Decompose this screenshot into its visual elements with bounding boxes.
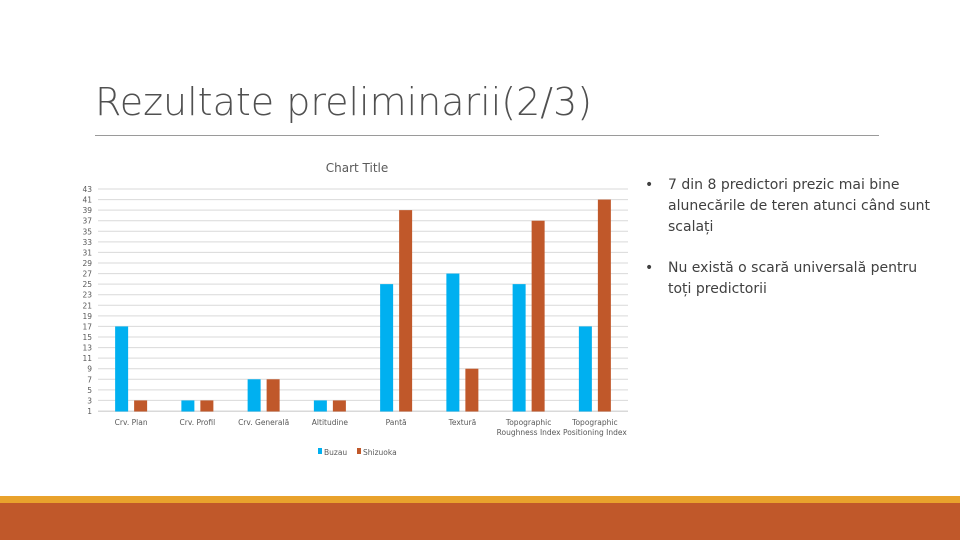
y-tick-label: 39 — [82, 206, 92, 215]
legend-swatch — [318, 448, 322, 454]
bar-buzau — [446, 273, 460, 412]
x-axis-ticks: Crv. Plan Crv. Profil Crv. Generală Altitud… — [115, 418, 628, 437]
y-tick-label: 25 — [82, 280, 92, 289]
x-tick-label: Textură — [448, 418, 477, 427]
bar-shizuoka — [465, 368, 479, 412]
gridlines — [98, 188, 628, 412]
bar-shizuoka — [266, 379, 280, 412]
legend-swatch — [357, 448, 361, 454]
y-tick-label: 3 — [87, 396, 92, 405]
bar-shizuoka — [332, 400, 346, 412]
bar-shizuoka — [399, 210, 413, 412]
footer-stripe-gold — [0, 496, 960, 503]
x-tick-label: Topographic — [505, 418, 551, 427]
legend-label: Buzau — [324, 448, 347, 457]
y-tick-label: 37 — [82, 217, 92, 226]
slide-title: Rezultate preliminarii(2/3) — [95, 80, 593, 124]
y-tick-label: 31 — [82, 248, 92, 257]
bullet-list: 7 din 8 predictori prezic mai bine alune… — [645, 175, 935, 320]
y-tick-label: 27 — [82, 270, 92, 279]
y-tick-label: 13 — [82, 344, 92, 353]
x-tick-label: Pantă — [386, 418, 407, 427]
y-tick-label: 15 — [82, 333, 92, 342]
chart-title: Chart Title — [326, 161, 389, 175]
legend-label: Shizuoka — [363, 448, 397, 457]
y-tick-label: 1 — [87, 407, 92, 416]
bar-buzau — [181, 400, 195, 412]
x-tick-label: Altitudine — [312, 418, 349, 427]
bar-buzau — [115, 326, 129, 412]
y-tick-label: 29 — [82, 259, 92, 268]
bar-buzau — [512, 284, 526, 412]
y-tick-label: 11 — [82, 354, 92, 363]
bar-buzau — [313, 400, 327, 412]
x-tick-label: Crv. Plan — [115, 418, 148, 427]
x-tick-label: Crv. Profil — [180, 418, 216, 427]
bar-shizuoka — [200, 400, 214, 412]
x-tick-label: Topographic — [571, 418, 617, 427]
bar-buzau — [380, 284, 394, 412]
y-tick-label: 7 — [87, 375, 92, 384]
x-tick-label: Crv. Generală — [238, 418, 289, 427]
y-tick-label: 41 — [82, 196, 92, 205]
bullet-item: Nu există o scară universală pentru toți… — [645, 258, 935, 300]
bar-buzau — [247, 379, 261, 412]
y-tick-label: 19 — [82, 312, 92, 321]
x-tick-label: Roughness Index — [497, 428, 562, 437]
bar-shizuoka — [597, 199, 611, 412]
y-tick-label: 17 — [82, 322, 92, 331]
bars — [115, 199, 611, 412]
y-tick-label: 35 — [82, 227, 92, 236]
y-tick-label: 33 — [82, 238, 92, 247]
bar-shizuoka — [531, 220, 545, 412]
title-divider — [95, 135, 879, 136]
bar-buzau — [578, 326, 592, 412]
footer-band — [0, 503, 960, 540]
y-tick-label: 9 — [87, 365, 92, 374]
bullet-item: 7 din 8 predictori prezic mai bine alune… — [645, 175, 935, 238]
y-tick-label: 5 — [87, 386, 92, 395]
bar-shizuoka — [134, 400, 148, 412]
y-tick-label: 23 — [82, 291, 92, 300]
legend: Buzau Shizuoka — [318, 448, 397, 457]
x-tick-label: Positioning Index — [563, 428, 627, 437]
y-tick-label: 43 — [82, 185, 92, 194]
y-tick-label: 21 — [82, 301, 92, 310]
